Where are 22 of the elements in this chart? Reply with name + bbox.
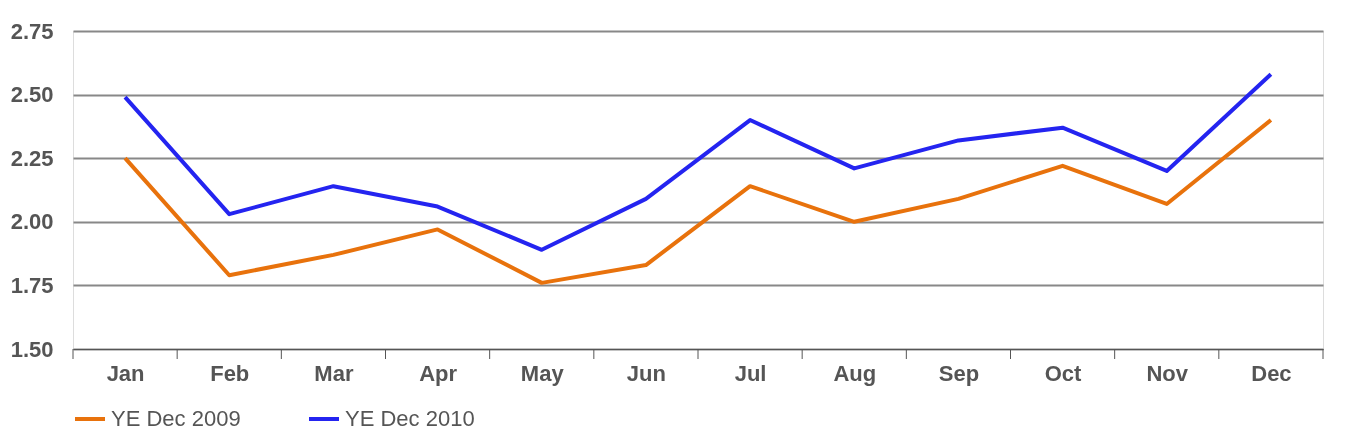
y-tick-label: 2.25 [10,145,54,171]
y-tick-label: 2.00 [10,209,54,235]
legend-label: YE Dec 2009 [111,406,241,431]
x-tick-label: Jan [106,360,145,386]
line-series [123,72,1273,252]
x-tick-label: Oct [1044,360,1083,386]
y-tick-label: 1.50 [10,336,54,362]
x-tick-label: Jun [626,360,666,386]
x-tick-label: Sep [938,360,980,386]
x-tick-label: Nov [1146,360,1189,386]
x-tick-label: Dec [1251,360,1292,386]
x-tick-label: Apr [419,360,458,386]
y-tick-label: 2.50 [10,82,54,108]
x-tick-label: May [520,360,565,386]
x-tick-label: Mar [314,360,354,386]
x-tick-label: Aug [833,360,877,386]
x-tick-label: Jul [734,360,767,386]
line-series [123,118,1273,285]
x-tick-label: Feb [210,360,250,386]
y-tick-label: 1.75 [10,272,54,298]
legend-label: YE Dec 2010 [345,406,475,431]
y-tick-label: 2.75 [10,18,54,44]
